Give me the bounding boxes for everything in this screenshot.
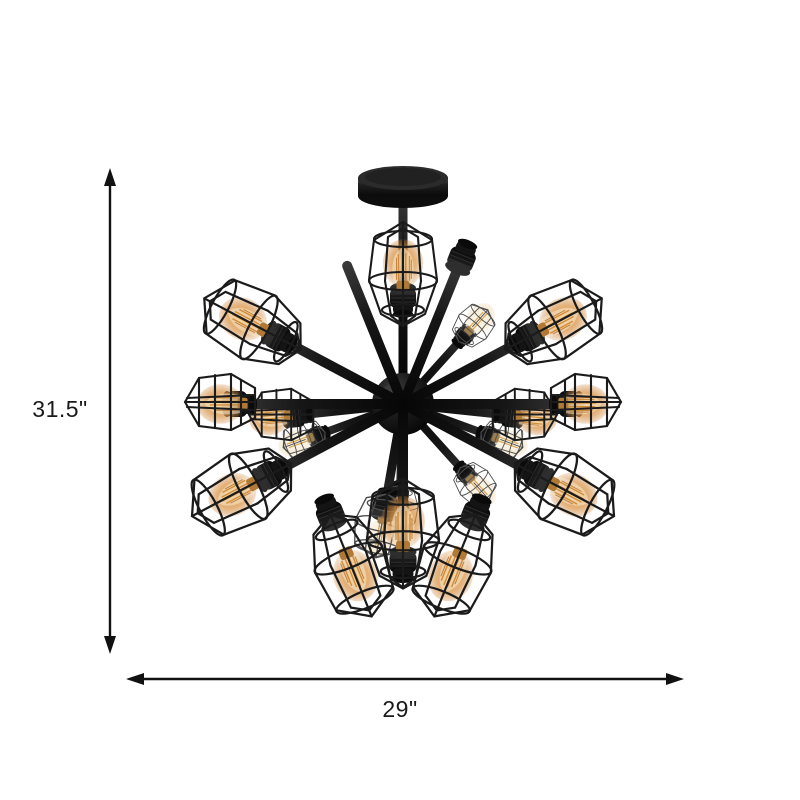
lamp-arm-right [183, 372, 407, 432]
lamp-arm-right-upper-inner [186, 265, 408, 409]
lamp-arm-left [399, 372, 623, 432]
width-dimension-arrow [126, 673, 684, 685]
lamp-arm-left-upper-inner [398, 265, 620, 409]
lamp-arm-bottom-center [365, 400, 441, 590]
lamp-arm-upper-left [398, 399, 633, 550]
lamp-arm-upper-right [173, 399, 408, 550]
dimension-annotations [104, 168, 684, 685]
lamp-arm-lower-left [398, 234, 482, 409]
ceiling-canopy [358, 166, 448, 208]
width-dimension-label: 29" [382, 696, 418, 722]
lamp-arm-lower-right [342, 260, 408, 409]
height-dimension-label: 31.5" [32, 396, 88, 422]
arms-front-layer [173, 220, 633, 631]
height-dimension-arrow [104, 168, 116, 654]
lamp-arm-top [367, 220, 439, 328]
